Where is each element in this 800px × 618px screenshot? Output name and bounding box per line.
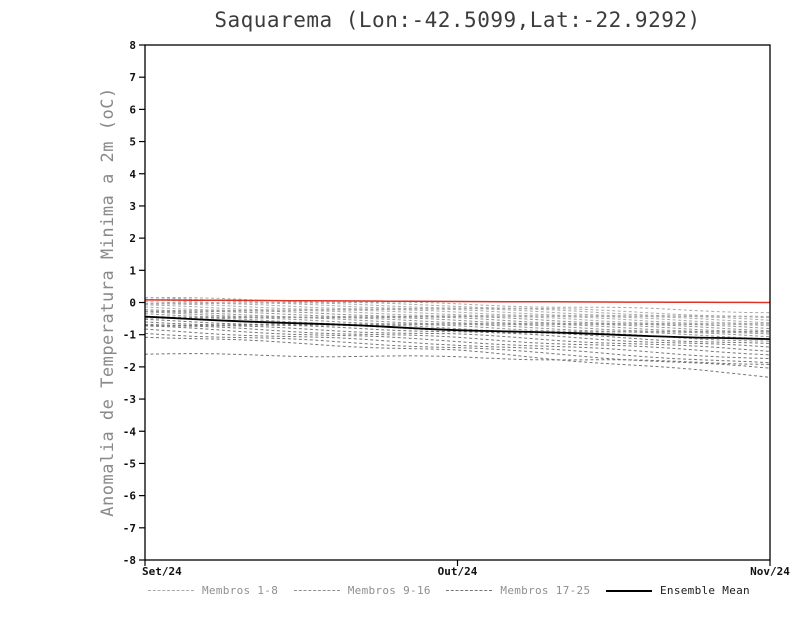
y-tick-label: -8: [123, 554, 136, 567]
legend: Membros 1-8 Membros 9-16 Membros 17-25 Ense…: [148, 584, 750, 597]
y-tick-label: -6: [123, 490, 137, 503]
legend-item: Membros 17-25: [446, 584, 590, 597]
ensemble-mean-line: [144, 315, 771, 340]
member-line: [144, 353, 771, 365]
chart-title: Saquarema (Lon:-42.5099,Lat:-22.9292): [214, 8, 701, 32]
y-tick-label: -7: [123, 522, 136, 535]
y-tick-label: 2: [129, 232, 136, 245]
y-tick-label: 0: [129, 297, 136, 310]
y-tick-label: -5: [123, 457, 136, 470]
legend-dashed-line-sample: [293, 590, 340, 591]
member-line: [144, 336, 771, 378]
y-tick-label: -3: [123, 393, 136, 406]
y-tick-label: 4: [129, 168, 136, 181]
reference-zero-line: [144, 299, 771, 304]
y-tick-label: -2: [123, 361, 136, 374]
y-tick-label: 1: [129, 264, 136, 277]
legend-dashed-line-sample: [148, 590, 194, 591]
member-line: [144, 332, 771, 369]
legend-label: Membros 1-8: [202, 584, 279, 597]
legend-item: Membros 9-16: [293, 584, 431, 597]
y-tick-label: 5: [129, 136, 136, 149]
legend-item: Ensemble Mean: [605, 584, 750, 597]
y-tick-label: 3: [129, 200, 136, 213]
x-tick-label: Nov/24: [750, 565, 790, 578]
legend-label: Ensemble Mean: [659, 584, 750, 597]
legend-dashed-line-sample: [446, 590, 493, 591]
y-tick-label: -1: [123, 329, 137, 342]
legend-solid-line-sample: [605, 589, 652, 592]
y-tick-label: 6: [129, 103, 136, 116]
member-line: [144, 328, 771, 364]
legend-item: Membros 1-8: [148, 584, 278, 597]
y-tick-label: 7: [129, 71, 136, 84]
legend-label: Membros 9-16: [347, 584, 431, 597]
x-tick-label: Set/24: [142, 565, 182, 578]
x-tick-label: Out/24: [438, 565, 478, 578]
y-tick-label: 8: [129, 39, 136, 52]
y-tick-label: -4: [123, 425, 137, 438]
legend-label: Membros 17-25: [500, 584, 591, 597]
